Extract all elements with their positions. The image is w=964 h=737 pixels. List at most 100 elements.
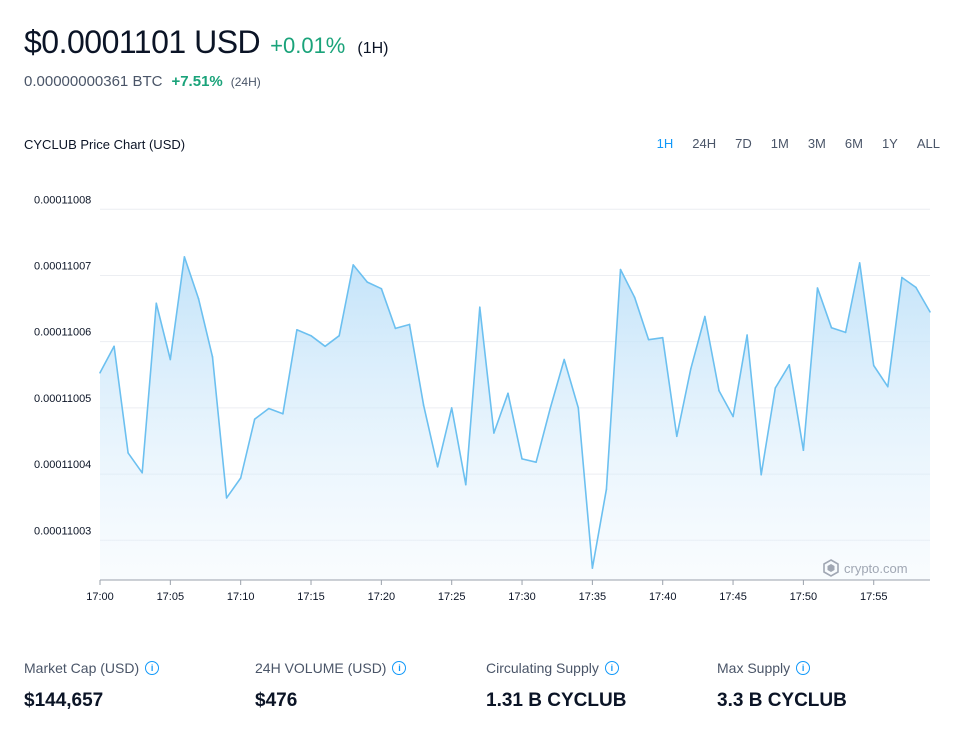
range-7d[interactable]: 7D [735, 136, 752, 151]
data-point [507, 392, 509, 395]
btc-price-line: 0.00000000361 BTC +7.51% (24H) [24, 73, 261, 90]
data-point [929, 311, 931, 313]
data-point [535, 461, 537, 463]
data-point [844, 331, 847, 334]
data-point [661, 336, 664, 339]
x-tick-label: 17:30 [508, 591, 536, 603]
data-point [732, 415, 734, 418]
data-point [225, 497, 228, 499]
btc-price: 0.00000000361 BTC [24, 73, 163, 90]
data-point [310, 334, 312, 337]
data-point [99, 371, 101, 374]
data-point [872, 364, 875, 367]
data-point [141, 471, 144, 474]
stat-label: Market Cap (USD) [24, 660, 140, 676]
price-line [99, 256, 931, 569]
data-point [549, 407, 551, 410]
crypto-logo-icon [823, 559, 839, 577]
data-point [774, 387, 777, 389]
x-tick-label: 17:35 [579, 591, 607, 603]
range-all[interactable]: ALL [916, 136, 940, 151]
y-tick-label: 0.00011008 [34, 194, 91, 206]
x-tick-label: 17:40 [649, 591, 677, 603]
range-3m[interactable]: 3M [807, 136, 826, 151]
data-point [394, 327, 397, 330]
data-point [436, 465, 439, 468]
stat-label: 24H VOLUME (USD) [255, 660, 387, 676]
data-point [479, 306, 481, 309]
x-tick-label: 17:20 [368, 591, 396, 603]
watermark: crypto.com [823, 559, 908, 577]
stat-label: Max Supply [717, 660, 791, 676]
data-point [422, 404, 425, 407]
range-1y[interactable]: 1Y [881, 136, 898, 151]
data-point [577, 407, 580, 409]
data-point [521, 458, 523, 460]
data-point [493, 432, 495, 434]
chart-title: CYCLUB Price Chart (USD) [24, 137, 186, 152]
data-point [127, 452, 129, 454]
range-24h[interactable]: 24H [692, 136, 717, 151]
data-point [113, 345, 115, 348]
data-point [718, 389, 720, 392]
info-icon[interactable]: i [392, 661, 407, 675]
data-point [619, 268, 622, 271]
range-1h[interactable]: 1H [656, 136, 674, 151]
x-tick-label: 17:00 [86, 591, 114, 603]
data-point [169, 358, 172, 361]
x-tick-label: 17:45 [719, 591, 747, 603]
data-point [408, 323, 411, 326]
y-tick-label: 0.00011007 [34, 260, 91, 272]
data-point [901, 276, 903, 279]
data-point [816, 287, 819, 289]
watermark-text: crypto.com [844, 560, 908, 576]
stat-max-supply: Max Supply i 3.3 B CYCLUB [717, 660, 948, 712]
data-point [366, 281, 369, 283]
stat-value: 1.31 B CYCLUB [486, 690, 627, 711]
data-point [591, 567, 594, 569]
info-icon[interactable]: i [604, 661, 619, 675]
data-point [563, 358, 566, 361]
data-point [915, 286, 917, 289]
x-tick-label: 17:55 [860, 591, 888, 603]
price-change: +0.01% [270, 33, 346, 58]
change-period: (1H) [357, 40, 389, 57]
y-axis: 0.00011008 0.00011007 0.00011006 0.00011005… [34, 194, 91, 537]
info-icon[interactable]: i [796, 661, 811, 675]
data-point [324, 345, 326, 348]
stat-value: $144,657 [24, 690, 104, 711]
x-tick-label: 17:50 [790, 591, 818, 603]
data-point [282, 413, 284, 415]
x-tick-label: 17:10 [227, 591, 255, 603]
range-1m[interactable]: 1M [770, 136, 789, 151]
current-price: $0.0001101 USD [24, 24, 261, 60]
btc-change: +7.51% [171, 73, 223, 90]
data-point [690, 368, 692, 370]
data-point [704, 315, 706, 318]
price-area [100, 256, 930, 580]
info-icon[interactable]: i [145, 661, 160, 675]
stat-volume: 24H VOLUME (USD) i $476 [255, 660, 486, 712]
data-point [760, 473, 762, 476]
data-point [211, 356, 214, 358]
data-point [788, 364, 791, 366]
data-point [647, 338, 650, 341]
stat-market-cap: Market Cap (USD) i $144,657 [24, 660, 255, 712]
data-point [253, 418, 256, 420]
data-point [183, 256, 186, 258]
data-point [155, 302, 158, 305]
y-tick-label: 0.00011005 [34, 393, 91, 405]
stat-label: Circulating Supply [486, 660, 599, 676]
data-point [605, 488, 608, 491]
data-point [746, 334, 748, 336]
btc-change-period: (24H) [230, 75, 261, 89]
stat-circulating-supply: Circulating Supply i 1.31 B CYCLUB [486, 660, 717, 712]
stat-value: $476 [255, 690, 298, 711]
stats-row: Market Cap (USD) i $144,657 24H VOLUME (… [24, 660, 948, 712]
range-selector: 1H 24H 7D 1M 3M 6M 1Y ALL [638, 136, 940, 151]
y-tick-label: 0.00011003 [34, 525, 91, 537]
range-6m[interactable]: 6M [844, 136, 863, 151]
data-point [675, 435, 678, 438]
data-point [464, 483, 467, 486]
